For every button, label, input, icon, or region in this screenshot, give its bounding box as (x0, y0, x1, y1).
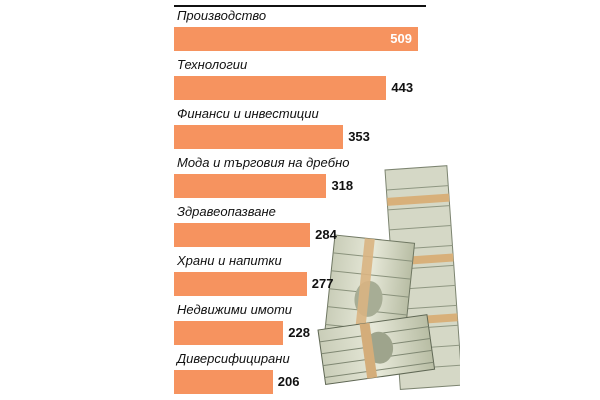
value-label: 206 (277, 374, 300, 389)
value-label: 509 (390, 31, 412, 46)
category-label: Здравеопазване (177, 204, 276, 219)
value-label: 284 (315, 227, 337, 242)
value-label: 318 (331, 178, 354, 193)
top-rule (174, 5, 426, 7)
bar (174, 223, 311, 247)
value-label: 228 (288, 325, 310, 340)
category-label: Технологии (177, 57, 248, 72)
bar (174, 321, 284, 345)
category-label: Храни и напитки (177, 253, 282, 268)
bar (174, 27, 418, 51)
value-label: 353 (348, 129, 370, 144)
value-label: 443 (391, 80, 414, 95)
bar (174, 125, 344, 149)
category-label: Производство (177, 8, 267, 23)
value-label: 277 (311, 276, 334, 291)
bar (174, 174, 327, 198)
bar (174, 272, 307, 296)
category-label: Финанси и инвестиции (177, 106, 319, 121)
bar (174, 76, 387, 100)
category-label: Диверсифицирани (177, 351, 290, 366)
bar (174, 370, 273, 394)
category-label: Недвижими имоти (177, 302, 293, 317)
money-stack-icon (317, 165, 460, 390)
category-label: Мода и търговия на дребно (177, 155, 350, 170)
